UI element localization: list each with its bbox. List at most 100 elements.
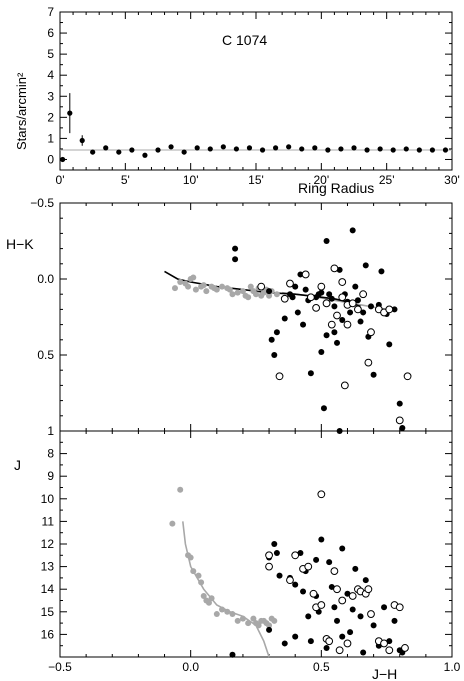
- profile-point: [220, 144, 226, 150]
- filled-star-point: [331, 329, 338, 336]
- field-star-point: [234, 289, 241, 296]
- y-tick-label: −0.5: [30, 196, 54, 210]
- open-star-point: [291, 551, 300, 560]
- color-color-frame: [59, 202, 453, 432]
- profile-point: [60, 156, 66, 163]
- x-tick-label: 5': [121, 173, 130, 187]
- filled-star-point: [334, 617, 341, 624]
- filled-star-point: [360, 649, 367, 656]
- field-star-point: [226, 286, 233, 293]
- profile-point: [390, 147, 396, 153]
- x-tick-label: 0': [56, 173, 65, 187]
- field-star-point: [271, 617, 278, 624]
- field-star-point: [187, 554, 194, 561]
- open-star-point: [286, 576, 294, 585]
- filled-star-point: [326, 559, 333, 566]
- profile-point: [429, 147, 435, 153]
- open-star-point: [317, 490, 326, 499]
- filled-star-point: [396, 400, 403, 407]
- filled-star-point: [357, 613, 364, 620]
- open-star-point: [395, 416, 404, 425]
- open-star-point: [354, 305, 362, 314]
- filled-star-point: [386, 341, 393, 348]
- filled-star-point: [370, 622, 377, 629]
- field-star-point: [213, 611, 220, 618]
- open-star-point: [385, 646, 394, 655]
- field-star-point: [234, 617, 241, 624]
- open-star-point: [317, 282, 326, 291]
- open-star-point: [401, 644, 409, 652]
- radial-profile-xlabel: Ring Radius: [298, 180, 374, 196]
- y-tick-label: 0: [47, 152, 54, 166]
- filled-star-point: [357, 318, 364, 325]
- filled-star-point: [305, 613, 312, 620]
- open-star-point: [322, 299, 331, 308]
- filled-star-point: [391, 306, 398, 313]
- profile-point: [312, 145, 318, 151]
- filled-star-point: [326, 291, 333, 298]
- filled-star-point: [318, 289, 325, 296]
- open-star-point: [367, 610, 375, 618]
- open-star-point: [309, 589, 318, 598]
- radial-profile-ylabel: Stars/arcmin²: [14, 72, 29, 150]
- y-tick-label: 15: [41, 605, 55, 619]
- filled-star-point: [328, 295, 335, 302]
- filled-star-point: [302, 286, 309, 293]
- x-tick-label: 0.5: [313, 660, 330, 674]
- profile-point: [116, 149, 122, 155]
- field-star-point: [247, 283, 254, 290]
- filled-star-point: [232, 256, 239, 263]
- field-star-point: [250, 615, 257, 622]
- open-star-point: [338, 596, 347, 605]
- open-star-point: [380, 639, 388, 648]
- profile-point: [442, 147, 449, 153]
- color-color-ylabel: H−K: [6, 236, 34, 252]
- filled-star-point: [292, 581, 299, 588]
- filled-star-point: [307, 638, 314, 645]
- x-tick-label: 20': [314, 173, 330, 187]
- x-tick-label: 10': [183, 173, 199, 187]
- profile-point: [377, 146, 383, 152]
- field-star-point: [185, 283, 192, 290]
- open-star-point: [359, 290, 368, 299]
- open-star-point: [280, 294, 289, 303]
- y-tick-label: 2: [47, 110, 54, 124]
- field-star-point: [224, 608, 231, 615]
- filled-star-point: [362, 577, 369, 584]
- profile-point: [286, 144, 292, 150]
- filled-star-point: [381, 604, 388, 611]
- x-tick-label: −0.5: [48, 660, 72, 674]
- y-tick-label: 7: [47, 5, 54, 19]
- profile-point: [325, 147, 331, 153]
- profile-point: [259, 147, 266, 153]
- field-star-point: [219, 606, 226, 613]
- filled-star-point: [349, 606, 356, 613]
- filled-star-point: [362, 262, 369, 269]
- open-star-point: [257, 282, 266, 291]
- open-star-point: [364, 585, 373, 594]
- y-tick-label: 11: [42, 514, 55, 528]
- y-tick-label: 16: [41, 627, 55, 641]
- open-star-point: [330, 264, 339, 273]
- field-star-point: [253, 291, 259, 298]
- field-star-point: [200, 592, 207, 599]
- filled-star-point: [289, 294, 296, 301]
- y-tick-label: 9: [47, 469, 54, 483]
- filled-star-point: [281, 315, 288, 322]
- filled-star-point: [229, 651, 236, 658]
- open-star-point: [403, 372, 412, 381]
- filled-star-point: [318, 536, 325, 543]
- field-star-point: [229, 611, 236, 618]
- field-star-point: [239, 615, 246, 622]
- color-magnitude-points: [169, 486, 409, 658]
- open-star-point: [301, 270, 310, 279]
- profile-point: [207, 146, 213, 152]
- profile-point: [79, 137, 85, 144]
- filled-star-point: [370, 371, 377, 378]
- color-magnitude-ticks: −0.5 0.0 0.5 1.0 8 9 10 11 12 13 14 15 16: [41, 431, 461, 674]
- filled-star-point: [292, 283, 299, 290]
- field-star-point: [208, 595, 215, 602]
- open-star-point: [265, 551, 273, 560]
- y-tick-label: 12: [41, 537, 55, 551]
